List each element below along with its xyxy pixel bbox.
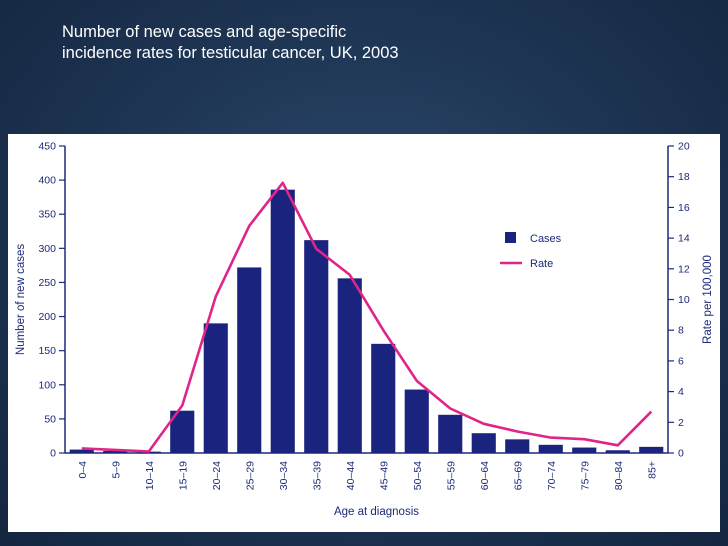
y-tick-label-left: 100 xyxy=(38,379,56,391)
bar-cases xyxy=(605,450,630,453)
x-tick-label: 70–74 xyxy=(546,461,558,490)
bar-cases xyxy=(69,449,94,453)
legend-label-cases: Cases xyxy=(530,233,562,245)
y-tick-label-right: 16 xyxy=(678,202,690,214)
y-tick-label-left: 150 xyxy=(38,345,56,357)
bar-cases xyxy=(572,447,597,453)
x-tick-label: 25–29 xyxy=(244,461,256,490)
x-tick-label: 75–79 xyxy=(579,461,591,490)
slide-title: Number of new cases and age-specific inc… xyxy=(62,22,582,64)
bar-cases xyxy=(505,439,530,453)
bar-cases xyxy=(471,433,496,453)
bar-cases xyxy=(103,450,128,453)
y-tick-label-left: 350 xyxy=(38,209,56,221)
y-tick-label-right: 20 xyxy=(678,141,690,153)
y-tick-label-left: 50 xyxy=(44,413,56,425)
bar-cases xyxy=(371,343,396,453)
x-tick-label: 10–14 xyxy=(144,461,156,490)
bar-cases xyxy=(304,240,329,453)
y-tick-label-right: 10 xyxy=(678,294,690,306)
chart-panel: 0 50 100 150 200 250 300 350 400 450 0 2 4 6 8 10 12 14 16… xyxy=(8,134,720,532)
bar-cases xyxy=(438,414,463,453)
slide-title-line-2: incidence rates for testicular cancer, U… xyxy=(62,44,399,62)
y-tick-label-left: 400 xyxy=(38,175,56,187)
bar-cases xyxy=(337,278,362,453)
y-tick-label-right: 6 xyxy=(678,355,684,367)
x-tick-label: 80–84 xyxy=(613,461,625,490)
x-tick-label: 35–39 xyxy=(311,461,323,490)
y-axis-title-right: Rate per 100,000 xyxy=(702,255,714,344)
bar-cases xyxy=(237,267,262,453)
slide-title-line-1: Number of new cases and age-specific xyxy=(62,23,347,41)
x-tick-label: 5–9 xyxy=(110,461,122,479)
y-tick-label-left: 0 xyxy=(50,448,56,460)
x-tick-label: 60–64 xyxy=(479,461,491,490)
x-tick-label: 40–44 xyxy=(345,461,357,490)
x-axis-title: Age at diagnosis xyxy=(334,506,419,518)
y-tick-label-right: 2 xyxy=(678,417,684,429)
bar-cases xyxy=(538,444,563,453)
x-tick-label: 30–34 xyxy=(278,461,290,490)
y-tick-label-left: 200 xyxy=(38,311,56,323)
x-tick-label: 45–49 xyxy=(378,461,390,490)
legend-label-rate: Rate xyxy=(530,258,553,270)
chart: 0 50 100 150 200 250 300 350 400 450 0 2 4 6 8 10 12 14 16… xyxy=(15,141,714,519)
y-tick-label-left: 250 xyxy=(38,277,56,289)
x-tick-label: 0–4 xyxy=(77,461,89,479)
x-tick-label: 55–59 xyxy=(445,461,457,490)
line-rate xyxy=(81,181,653,453)
bar-cases xyxy=(639,446,664,453)
y-tick-label-right: 18 xyxy=(678,171,690,183)
y-tick-label-right: 0 xyxy=(678,448,684,460)
y-tick-label-left: 450 xyxy=(38,141,56,153)
y-axis-title-left: Number of new cases xyxy=(15,244,27,355)
y-tick-label-left: 300 xyxy=(38,243,56,255)
y-tick-label-right: 14 xyxy=(678,233,690,245)
y-tick-label-right: 4 xyxy=(678,386,684,398)
y-tick-label-right: 8 xyxy=(678,325,684,337)
x-tick-label: 85+ xyxy=(646,461,658,479)
x-tick-label: 50–54 xyxy=(412,461,424,490)
bar-cases xyxy=(203,323,228,453)
x-tick-label: 15–19 xyxy=(177,461,189,490)
x-tick-label: 20–24 xyxy=(211,461,223,490)
bar-cases xyxy=(270,189,295,453)
x-tick-label: 65–69 xyxy=(512,461,524,490)
y-tick-label-right: 12 xyxy=(678,263,690,275)
bar-cases xyxy=(404,389,429,453)
legend-swatch-cases xyxy=(505,232,516,243)
